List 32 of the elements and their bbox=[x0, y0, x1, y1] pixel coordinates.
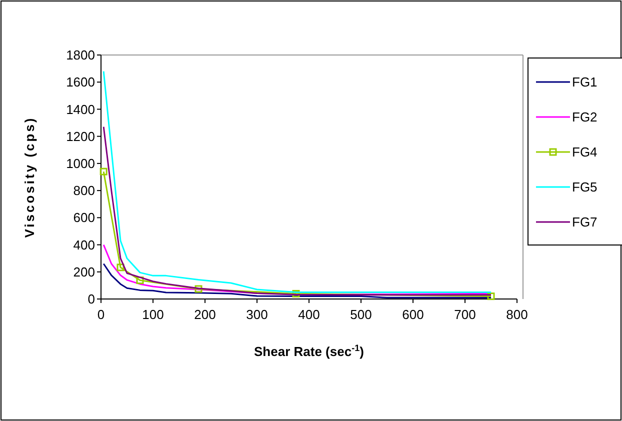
y-tick-label: 600 bbox=[73, 210, 95, 226]
x-tick-label: 500 bbox=[350, 307, 372, 322]
legend-label: FG5 bbox=[572, 180, 598, 195]
point bbox=[136, 276, 144, 284]
point bbox=[116, 264, 124, 272]
x-tick-label: 100 bbox=[142, 307, 164, 322]
y-tick-label: 1200 bbox=[66, 128, 95, 144]
x-axis-title: Shear Rate (sec$^{-1}$) bbox=[254, 343, 364, 359]
y-tick-label: 0 bbox=[88, 292, 95, 307]
legend-label: FG1 bbox=[572, 74, 598, 90]
x-tick-label: 400 bbox=[298, 307, 320, 322]
x-tick-label: 300 bbox=[246, 307, 268, 322]
y-tick-label: 200 bbox=[73, 264, 95, 280]
legend-label: FG4 bbox=[572, 144, 598, 160]
legend-label: FG2 bbox=[572, 110, 598, 125]
point bbox=[194, 285, 202, 293]
y-tick-label: 800 bbox=[73, 183, 95, 198]
point bbox=[487, 292, 495, 300]
y-tick-label: 1800 bbox=[66, 48, 95, 63]
legend-label: FG7 bbox=[572, 214, 598, 230]
y-tick-label: 1600 bbox=[66, 74, 95, 90]
y-axis-title: Viscosity (cps) bbox=[22, 116, 37, 238]
x-tick-label: 200 bbox=[194, 307, 216, 322]
x-tick-label: 700 bbox=[454, 307, 476, 322]
y-tick-label: 1000 bbox=[66, 156, 95, 171]
x-tick-label: 0 bbox=[97, 307, 105, 322]
point bbox=[292, 290, 300, 298]
y-tick-label: 400 bbox=[73, 237, 95, 252]
point bbox=[100, 168, 108, 176]
x-tick-label: 600 bbox=[402, 307, 424, 322]
x-tick-label: 800 bbox=[506, 307, 528, 322]
y-tick-label: 1400 bbox=[66, 102, 95, 117]
